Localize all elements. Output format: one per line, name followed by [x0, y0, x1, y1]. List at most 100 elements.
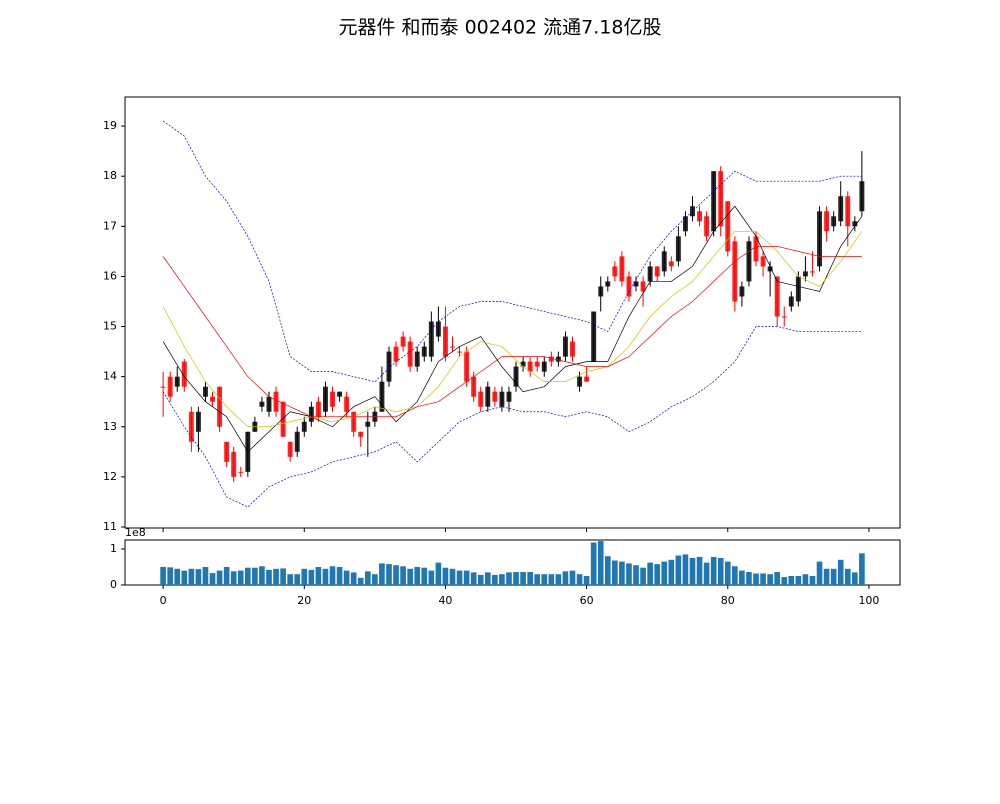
volume-bar — [252, 567, 258, 585]
volume-bar — [717, 558, 724, 585]
axes-frame — [124, 539, 901, 586]
volume-bar — [746, 572, 752, 585]
candle-body — [781, 316, 787, 318]
candle-body — [577, 376, 583, 387]
y-tick-label: 11 — [103, 520, 117, 533]
volume-bar — [336, 567, 343, 585]
candle-body — [386, 351, 392, 382]
volume-bar — [541, 574, 548, 585]
candle-body — [365, 421, 371, 427]
candle-body — [612, 266, 618, 277]
volume-bar — [477, 574, 484, 585]
volume-bar — [597, 541, 604, 585]
y-tick-label: 14 — [103, 370, 117, 383]
volume-bar — [682, 554, 689, 585]
volume-bar — [294, 574, 301, 585]
candle-body — [760, 256, 766, 267]
volume-bar — [160, 567, 166, 585]
candle-body — [626, 276, 632, 297]
candle-body — [520, 361, 526, 367]
candle-body — [788, 296, 794, 307]
candle-body — [852, 221, 858, 227]
candle-body — [224, 441, 230, 462]
candle-body — [845, 196, 851, 227]
candle-body — [753, 236, 759, 262]
volume-bar — [343, 570, 350, 585]
candle-body — [351, 411, 357, 432]
volume-bar — [710, 556, 717, 585]
candle-body — [308, 406, 314, 422]
candle-body — [202, 386, 208, 397]
volume-bar — [379, 563, 385, 585]
candle-body — [810, 271, 815, 273]
volume-bar — [626, 563, 632, 585]
volume-bar — [781, 577, 788, 585]
volume-bar — [633, 565, 639, 585]
candle-body — [195, 411, 201, 432]
volume-bar — [499, 574, 505, 585]
candle-body — [697, 211, 703, 222]
volume-bar — [223, 567, 230, 585]
volume-bar — [442, 567, 449, 585]
volume-bar — [209, 573, 216, 585]
volume-bar — [506, 572, 512, 585]
volume-bar — [174, 568, 181, 585]
candle-body — [273, 391, 279, 412]
volume-bar — [259, 566, 265, 585]
volume-bar — [654, 564, 661, 585]
volume-bar — [548, 574, 555, 585]
candle-body — [562, 336, 568, 357]
candle-body — [506, 391, 512, 402]
volume-bar — [357, 577, 364, 585]
candle-body — [718, 171, 724, 227]
candle-body — [647, 266, 653, 282]
candle-body — [499, 391, 505, 407]
volume-bar — [647, 562, 653, 585]
volume-bar — [689, 558, 696, 585]
volume-bar — [301, 568, 308, 585]
volume-bar — [322, 568, 329, 585]
volume-bar — [661, 561, 668, 585]
candle-body — [661, 251, 667, 272]
candle-body — [266, 396, 272, 412]
volume-bar — [492, 574, 498, 585]
volume-bar — [329, 566, 336, 585]
volume-bar — [513, 572, 519, 585]
volume-bar — [428, 570, 435, 585]
candle-body — [167, 376, 173, 397]
volume-bar — [788, 576, 795, 585]
candle-body — [344, 396, 350, 412]
volume-bar — [816, 561, 823, 585]
candle-body — [838, 196, 844, 222]
volume-bar — [795, 576, 802, 585]
candle-body — [471, 376, 477, 397]
volume-bar — [675, 555, 682, 585]
volume-bar — [569, 570, 576, 585]
volume-bar — [562, 571, 569, 585]
candle-body — [450, 346, 455, 348]
candle-body — [322, 386, 328, 412]
candle-body — [464, 351, 470, 382]
candle-body — [210, 396, 215, 402]
volume-bar — [266, 569, 272, 585]
candle-body — [231, 451, 237, 477]
volume-bar — [809, 576, 816, 585]
candle-body — [181, 361, 187, 387]
volume-bar — [456, 570, 463, 585]
candle-body — [393, 346, 399, 362]
candle-body — [541, 361, 547, 372]
candle-body — [831, 216, 837, 227]
candle-body — [217, 386, 223, 427]
volume-bar — [435, 562, 442, 585]
candle-body — [287, 441, 293, 457]
volume-bar — [534, 574, 541, 585]
volume-bar — [449, 568, 456, 585]
volume-bar — [280, 568, 286, 585]
volume-bar — [470, 572, 477, 585]
candle-body — [767, 266, 773, 272]
candle-body — [690, 206, 695, 217]
candle-body — [795, 276, 801, 302]
candle-body — [817, 211, 823, 267]
y-tick-label: 19 — [103, 119, 117, 132]
